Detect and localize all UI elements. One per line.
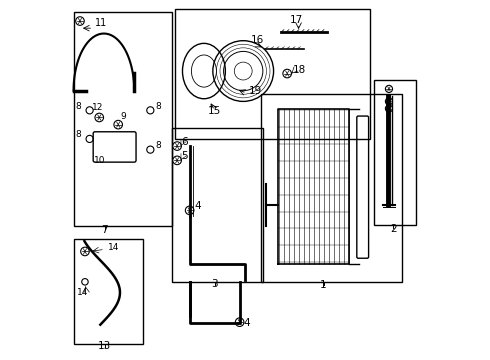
Circle shape: [114, 120, 122, 129]
Text: 11: 11: [95, 18, 107, 28]
Text: 17: 17: [290, 15, 303, 25]
Text: 9: 9: [121, 112, 126, 121]
Text: 3: 3: [211, 279, 218, 289]
Bar: [74, 239, 143, 344]
Text: 6: 6: [181, 137, 188, 147]
Text: 1: 1: [320, 280, 327, 290]
Circle shape: [173, 142, 181, 150]
Text: 14: 14: [77, 288, 89, 297]
Text: 15: 15: [208, 106, 221, 116]
Text: 2: 2: [390, 224, 396, 234]
Text: 5: 5: [181, 151, 188, 161]
Circle shape: [173, 156, 181, 165]
Text: 12: 12: [92, 103, 103, 112]
Text: 4: 4: [244, 319, 250, 328]
Circle shape: [386, 98, 392, 105]
Circle shape: [386, 85, 392, 93]
Text: 8: 8: [155, 141, 161, 150]
Circle shape: [185, 206, 194, 215]
Bar: [172, 128, 263, 282]
Bar: [175, 9, 370, 139]
Text: 10: 10: [94, 156, 106, 165]
Bar: [373, 80, 416, 225]
Circle shape: [86, 135, 93, 143]
Circle shape: [283, 69, 292, 78]
Circle shape: [81, 247, 89, 256]
Text: 16: 16: [251, 35, 264, 45]
Circle shape: [235, 318, 244, 327]
Text: 8: 8: [75, 130, 81, 139]
Text: 8: 8: [75, 102, 81, 111]
Circle shape: [386, 105, 392, 112]
Text: 13: 13: [98, 341, 111, 351]
Circle shape: [82, 279, 88, 285]
Text: 14: 14: [107, 243, 119, 252]
Text: 8: 8: [155, 102, 161, 111]
Circle shape: [147, 146, 154, 153]
Bar: [261, 94, 402, 282]
Circle shape: [147, 107, 154, 114]
Text: 19: 19: [248, 86, 262, 96]
Circle shape: [86, 107, 93, 114]
Text: 4: 4: [194, 201, 201, 211]
Circle shape: [75, 17, 84, 25]
Text: 18: 18: [293, 65, 306, 75]
Circle shape: [95, 113, 103, 122]
Bar: [74, 12, 172, 226]
Text: 7: 7: [101, 225, 108, 235]
